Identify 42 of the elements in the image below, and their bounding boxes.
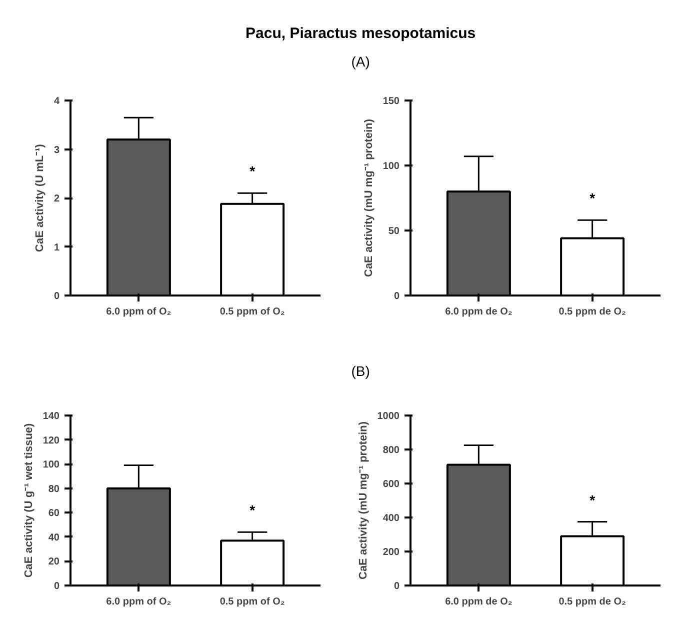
- y-tick-label: 200: [382, 547, 400, 558]
- y-tick-label: 20: [48, 556, 60, 568]
- y-tick-label: 100: [382, 161, 400, 172]
- annotation: *: [590, 190, 596, 206]
- x-tick-label: 0.5 ppm of O₂: [220, 306, 285, 318]
- annotation: *: [250, 502, 256, 518]
- y-axis-title: CaE activity (U mL⁻¹): [34, 144, 46, 252]
- x-tick-label: 0.5 ppm de O₂: [558, 596, 626, 608]
- y-axis-title: CaE activity (mU mg⁻¹ protein): [357, 421, 370, 580]
- y-tick-label: 140: [42, 411, 60, 422]
- x-tick-label: 6.0 ppm de O₂: [445, 596, 512, 608]
- y-tick-label: 1: [54, 242, 60, 254]
- x-tick-label: 0.5 ppm de O₂: [558, 306, 626, 318]
- y-tick-label: 600: [382, 479, 400, 490]
- y-tick-label: 800: [382, 445, 400, 456]
- y-tick-label: 4: [54, 96, 60, 107]
- y-tick-label: 0: [394, 581, 400, 592]
- chart-title: (B): [351, 363, 370, 379]
- y-tick-label: 50: [388, 226, 400, 237]
- x-tick-label: 6.0 ppm of O₂: [106, 596, 172, 608]
- y-tick-label: 2: [54, 194, 60, 204]
- y-tick-label: 120: [42, 435, 60, 446]
- y-tick-label: 40: [48, 532, 60, 544]
- y-tick-label: 0: [54, 291, 60, 302]
- y-axis-title: CaE activity (mU mg⁻¹ protein): [362, 118, 375, 278]
- x-tick-label: 0.5 ppm of O₂: [220, 596, 285, 608]
- y-tick-label: 150: [382, 96, 400, 107]
- y-tick-label: 400: [382, 513, 400, 524]
- y-tick-label: 60: [48, 508, 60, 520]
- y-tick-label: 3: [54, 144, 60, 156]
- y-tick-label: 80: [48, 484, 60, 495]
- text: Pacu, Piaractus mesopotamicus: [246, 25, 476, 42]
- annotation: *: [250, 163, 256, 180]
- x-tick-label: 6.0 ppm de O₂: [445, 306, 512, 318]
- chart-title: (A): [351, 54, 370, 70]
- y-tick-label: 100: [42, 460, 60, 471]
- y-tick-label: 0: [54, 581, 60, 592]
- y-tick-label: 0: [394, 291, 400, 302]
- y-tick-label: 1000: [377, 411, 400, 422]
- annotation: *: [590, 492, 596, 508]
- x-tick-label: 6.0 ppm of O₂: [106, 306, 172, 318]
- y-axis-title: CaE activity (U g⁻¹ wet tissue): [22, 422, 35, 578]
